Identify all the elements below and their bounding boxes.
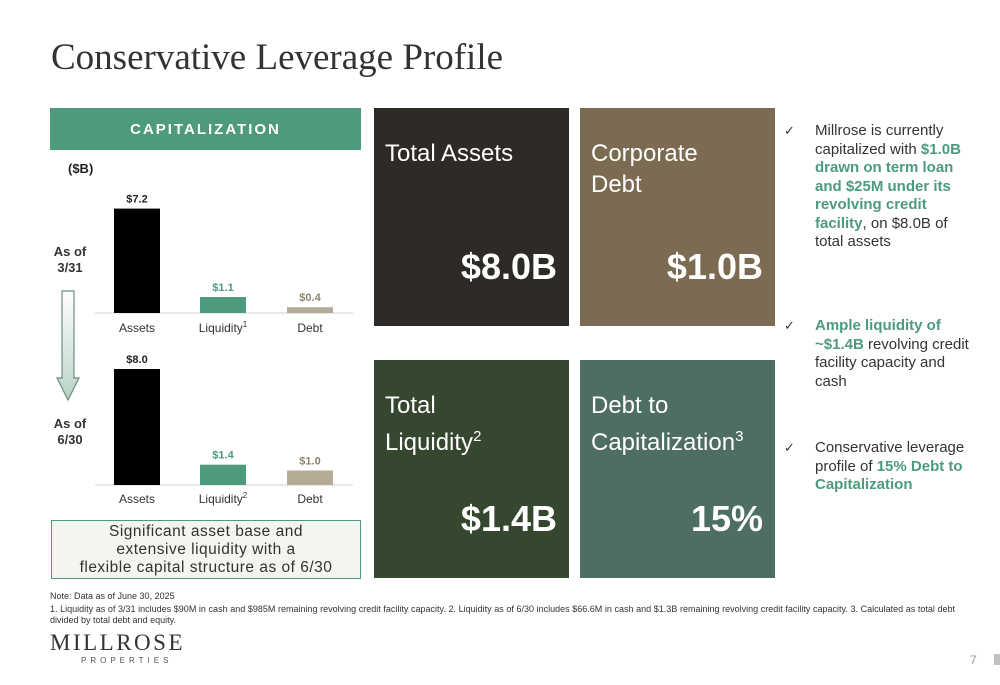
bar-debt — [287, 307, 333, 313]
logo-wordmark: MILLROSE — [50, 630, 185, 655]
tile-debt-to-cap-label-line2: Capitalization — [591, 429, 736, 456]
category-label: Assets — [119, 492, 155, 506]
row-label-q2-line1: As of — [53, 416, 87, 431]
bullet-2-highlight: Ample liquidity of ~$1.4B — [815, 317, 941, 353]
tile-corporate-debt-value: $1.0B — [666, 246, 763, 287]
row-label-q1: As of 3/31 — [50, 244, 90, 276]
tile-corporate-debt-label-line2: Debt — [591, 171, 642, 198]
bullet-3-highlight: 15% Debt to Capitalization — [815, 457, 963, 494]
page-number: 7 — [970, 653, 977, 667]
page-title: Conservative Leverage Profile — [51, 37, 504, 78]
bar-value-label: $1.0 — [299, 456, 320, 468]
category-label: Assets — [119, 321, 155, 335]
tile-total-liquidity-value: $1.4B — [460, 498, 557, 539]
tile-corporate-debt-label: Corporate Debt — [591, 138, 771, 200]
row-label-q1-line2: 3/31 — [57, 260, 83, 275]
category-footnote: 2 — [243, 491, 248, 500]
row-label-q2: As of 6/30 — [50, 416, 90, 448]
millrose-logo: MILLROSE PROPERTIES — [50, 630, 185, 665]
capitalization-header: CAPITALIZATION — [50, 108, 361, 150]
tile-total-assets-label: Total Assets — [385, 140, 514, 167]
page-marker — [994, 654, 1000, 665]
summary-box: Significant asset base and extensive liq… — [51, 520, 361, 579]
bar-value-label: $7.2 — [126, 194, 147, 206]
tile-debt-to-cap-label-line1: Debt to — [591, 392, 669, 419]
row-label-q1-line1: As of — [53, 244, 87, 259]
category-footnote: 1 — [243, 320, 248, 329]
tile-debt-to-cap-footnote: 3 — [735, 428, 744, 445]
bar-assets — [114, 208, 160, 313]
bullet-item-2: ✓ Ample liquidity of ~$1.4B revolving cr… — [784, 317, 974, 391]
category-label: Debt — [297, 492, 323, 506]
tile-debt-to-cap-label: Debt to Capitalization3 — [591, 390, 771, 458]
tile-total-liquidity-footnote: 2 — [473, 428, 482, 445]
tile-total-liquidity-label-line1: Total — [385, 392, 436, 419]
summary-line-1: Significant asset base and — [109, 522, 303, 540]
bullet-1-post: , on $8.0B of total assets — [815, 214, 948, 251]
bullet-2-post: revolving credit facility capacity and c… — [815, 335, 969, 390]
category-label: Liquidity1 — [199, 320, 248, 335]
bar-value-label: $8.0 — [126, 354, 147, 366]
down-arrow-icon — [56, 290, 80, 402]
footnotes: 1. Liquidity as of 3/31 includes $90M in… — [50, 604, 955, 625]
summary-line-3: flexible capital structure as of 6/30 — [79, 558, 333, 576]
unit-label: ($B) — [68, 161, 94, 176]
bullet-1-highlight: $1.0B drawn on term loan and $25M under … — [815, 140, 961, 232]
tile-total-assets: Total Assets $8.0B — [374, 108, 569, 326]
logo-subtitle: PROPERTIES — [81, 656, 173, 665]
bullet-3-pre: Conservative leverage profile of — [815, 439, 965, 475]
bar-liquidity — [200, 464, 246, 485]
tile-total-assets-value: $8.0B — [460, 246, 557, 287]
bullet-item-1: ✓ Millrose is currently capitalized with… — [784, 122, 974, 252]
tile-total-liquidity-label-line2: Liquidity — [385, 429, 474, 456]
checkmark-icon: ✓ — [784, 318, 795, 333]
row-label-q2-line2: 6/30 — [57, 432, 83, 447]
bullet-item-3: ✓ Conservative leverage profile of 15% D… — [784, 439, 974, 495]
tile-total-liquidity-label: Total Liquidity2 — [385, 390, 565, 458]
bar-assets — [114, 369, 160, 485]
bar-debt — [287, 470, 333, 485]
bullet-1-pre: Millrose is currently capitalized with — [815, 122, 944, 158]
checkmark-icon: ✓ — [784, 123, 795, 138]
tile-corporate-debt: Corporate Debt $1.0B — [580, 108, 775, 326]
tile-debt-to-cap-value: 15% — [690, 498, 763, 539]
bar-liquidity — [200, 297, 246, 313]
tile-total-liquidity: Total Liquidity2 $1.4B — [374, 360, 569, 578]
capitalization-chart: $7.2 Assets $1.1 Liquidity1 $0.4 Debt $8.0 Asse… — [95, 194, 353, 506]
bar-value-label: $0.4 — [299, 292, 321, 304]
summary-line-2: extensive liquidity with a — [116, 540, 296, 558]
checkmark-icon: ✓ — [784, 440, 795, 455]
bar-value-label: $1.4 — [212, 450, 234, 462]
tile-debt-to-capitalization: Debt to Capitalization3 15% — [580, 360, 775, 578]
tile-corporate-debt-label-line1: Corporate — [591, 140, 698, 167]
bar-value-label: $1.1 — [212, 282, 233, 294]
note: Note: Data as of June 30, 2025 — [50, 591, 175, 601]
category-label: Debt — [297, 321, 323, 335]
category-label: Liquidity2 — [199, 491, 248, 506]
